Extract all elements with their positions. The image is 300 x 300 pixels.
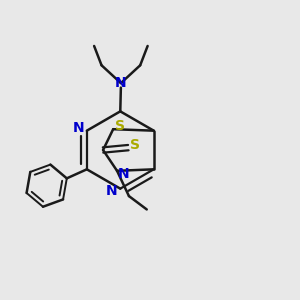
Text: N: N	[106, 184, 118, 198]
Text: N: N	[73, 121, 84, 135]
Text: N: N	[115, 76, 127, 90]
Text: N: N	[118, 167, 129, 181]
Text: S: S	[130, 138, 140, 152]
Text: S: S	[115, 118, 125, 133]
